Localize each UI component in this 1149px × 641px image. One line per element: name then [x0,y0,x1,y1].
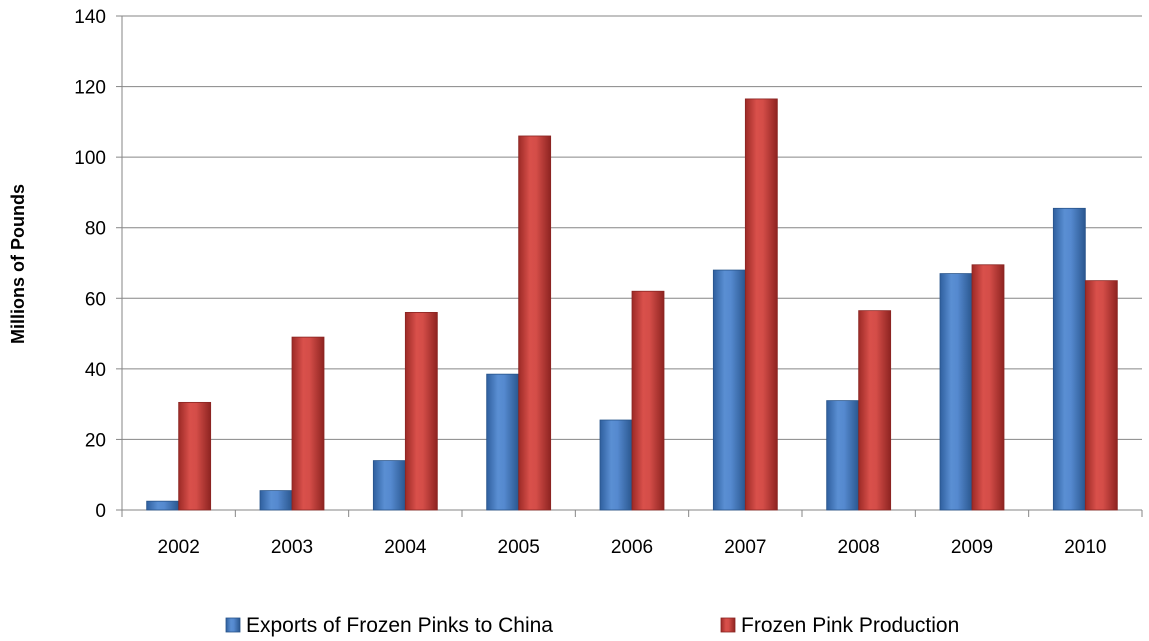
y-tick-label: 20 [85,430,106,451]
x-tick-labels: 2002 2003 2004 2005 2006 2007 2008 2009 2010 [158,537,1107,558]
x-tick-label: 2002 [158,537,200,558]
x-tick-label: 2009 [951,537,993,558]
y-tick-label: 80 [85,219,106,240]
y-tick-label: 0 [95,501,106,522]
bar-production-2004 [404,311,438,511]
y-axis-title: Millions of Pounds [8,184,28,344]
y-tick-label: 40 [85,360,106,381]
bar-exports-2002 [146,500,180,511]
bar-exports-2005 [486,373,520,511]
legend-swatch-production [720,617,736,633]
y-tick-label: 60 [85,289,106,310]
bar-exports-2008 [826,400,860,511]
bar-production-2006 [631,290,665,511]
y-tick-label: 100 [74,148,106,169]
bar-production-2003 [291,336,325,511]
x-tick-label: 2010 [1064,537,1106,558]
bar-exports-2004 [372,460,406,511]
x-tick-label: 2006 [611,537,653,558]
legend: Exports of Frozen Pinks to China Frozen P… [225,614,959,637]
bar-exports-2009 [939,273,973,511]
legend-label-exports: Exports of Frozen Pinks to China [246,614,553,637]
bar-exports-2010 [1052,207,1086,511]
bars [146,98,1118,511]
y-tick-label: 120 [74,78,106,99]
x-tick-label: 2004 [384,537,427,558]
legend-label-production: Frozen Pink Production [741,614,959,637]
bar-production-2009 [971,264,1005,511]
legend-swatch-exports [225,617,241,633]
bar-production-2008 [858,310,892,511]
x-tick-label: 2008 [838,537,880,558]
bar-production-2007 [744,98,778,511]
x-tick-label: 2005 [498,537,540,558]
y-tick-label: 140 [74,7,106,28]
bar-exports-2003 [259,490,293,511]
bar-production-2005 [518,135,552,511]
x-tick-label: 2003 [271,537,313,558]
bar-production-2002 [178,401,212,511]
x-tick-label: 2007 [724,537,766,558]
bar-exports-2006 [599,419,633,511]
bar-exports-2007 [712,269,746,511]
bar-production-2010 [1084,280,1118,511]
y-tick-labels: 0 20 40 60 80 100 120 140 [74,7,106,522]
